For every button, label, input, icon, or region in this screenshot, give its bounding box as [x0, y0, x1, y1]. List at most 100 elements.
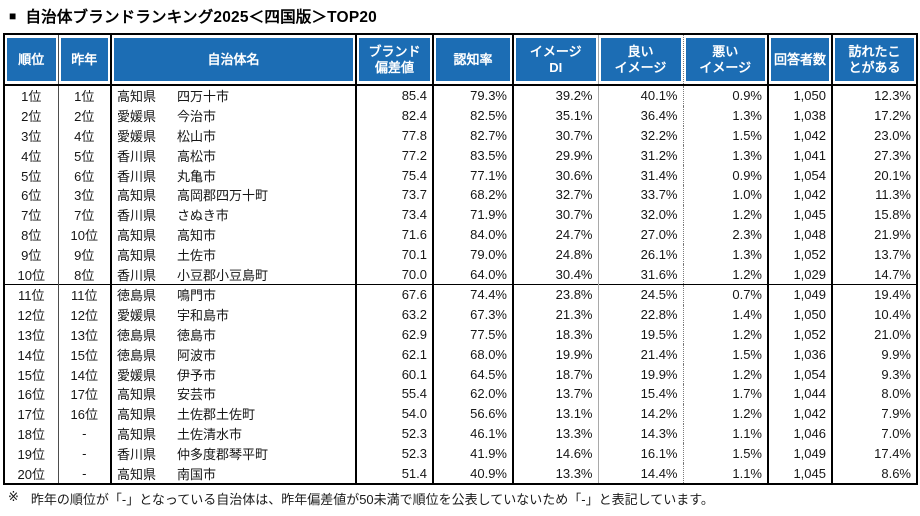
image-di-cell: 24.7% — [513, 224, 599, 245]
bad-image-cell: 1.0% — [683, 184, 769, 205]
bad-image-cell: 2.3% — [683, 224, 769, 245]
bad-image-cell: 0.9% — [683, 165, 769, 185]
municipality-cell: 高知県 南国市 — [111, 463, 357, 484]
good-image-cell: 26.1% — [598, 244, 684, 265]
rank-cell: 11位 — [4, 283, 59, 305]
table-row: 8位 10位 高知県 高知市 71.6 84.0% 24.7% 27.0% 2.3% 1,048 2… — [4, 224, 917, 245]
good-image-cell: 24.5% — [598, 283, 684, 305]
rank-cell: 8位 — [4, 224, 59, 245]
respondents-cell: 1,038 — [768, 105, 833, 126]
good-image-cell: 15.4% — [598, 383, 684, 404]
municipality-cell: 香川県 小豆郡小豆島町 — [111, 264, 357, 285]
page-title-text: 自治体ブランドランキング2025＜四国版＞TOP20 — [25, 9, 377, 26]
respondents-cell: 1,041 — [768, 145, 833, 166]
municipality-cell: 愛媛県 宇和島市 — [111, 304, 357, 325]
recognition-cell: 77.5% — [433, 324, 514, 345]
image-di-cell: 23.8% — [513, 283, 599, 305]
respondents-cell: 1,042 — [768, 125, 833, 146]
table-row: 5位 6位 香川県 丸亀市 75.4 77.1% 30.6% 31.4% 0.9% 1,054 20… — [4, 165, 917, 185]
lastyear-cell: 4位 — [58, 125, 112, 146]
city-label: さぬき市 — [177, 208, 229, 224]
city-label: 高知市 — [177, 227, 217, 243]
image-di-cell: 39.2% — [513, 85, 599, 106]
rank-cell: 16位 — [4, 383, 59, 404]
municipality-cell: 高知県 高知市 — [111, 224, 357, 245]
table-row: 6位 3位 高知県 高岡郡四万十町 73.7 68.2% 32.7% 33.7% 1.0% 1,0… — [4, 184, 917, 205]
table-row: 10位 8位 香川県 小豆郡小豆島町 70.0 64.0% 30.4% 31.6% 1.2% 1,… — [4, 264, 917, 285]
lastyear-cell: 9位 — [58, 244, 112, 265]
good-image-cell: 36.4% — [598, 105, 684, 126]
lastyear-cell: 14位 — [58, 364, 112, 384]
page-title: ■ 自治体ブランドランキング2025＜四国版＞TOP20 — [9, 5, 377, 27]
rank-cell: 9位 — [4, 244, 59, 265]
brand-score-cell: 70.0 — [356, 264, 434, 285]
recognition-cell: 68.0% — [433, 344, 514, 365]
respondents-cell: 1,049 — [768, 283, 833, 305]
brand-score-cell: 52.3 — [356, 423, 434, 444]
col-header-bad-image: 悪い イメージ — [683, 34, 769, 86]
visited-cell: 15.8% — [874, 207, 911, 223]
image-di-cell: 13.3% — [513, 423, 599, 444]
visited-cell: 10.4% — [874, 307, 911, 323]
city-label: 土佐市 — [177, 247, 217, 263]
good-image-cell: 31.4% — [598, 165, 684, 185]
prefecture-label: 香川県 — [117, 446, 157, 462]
table-row: 4位 5位 香川県 高松市 77.2 83.5% 29.9% 31.2% 1.3% 1,041 27… — [4, 145, 917, 166]
brand-score-cell: 55.4 — [356, 383, 434, 404]
good-image-cell: 31.2% — [598, 145, 684, 166]
table-row: 12位 12位 愛媛県 宇和島市 63.2 67.3% 21.3% 22.8% 1.4% 1,05… — [4, 304, 917, 325]
recognition-cell: 56.6% — [433, 403, 514, 424]
visited-cell: 20.1% — [874, 167, 911, 183]
bad-image-cell: 1.5% — [683, 344, 769, 365]
recognition-cell: 41.9% — [433, 443, 514, 464]
brand-score-cell: 67.6 — [356, 283, 434, 305]
good-image-cell: 21.4% — [598, 344, 684, 365]
table-row: 14位 15位 徳島県 阿波市 62.1 68.0% 19.9% 21.4% 1.5% 1,036… — [4, 344, 917, 365]
municipality-cell: 高知県 安芸市 — [111, 383, 357, 404]
lastyear-cell: 2位 — [58, 105, 112, 126]
bad-image-cell: 1.7% — [683, 383, 769, 404]
rank-cell: 3位 — [4, 125, 59, 146]
footnote: ※ 昨年の順位が「-」となっている自治体は、昨年偏差値が50未満で順位を公表して… — [8, 489, 714, 508]
respondents-cell: 1,045 — [768, 463, 833, 484]
recognition-cell: 77.1% — [433, 165, 514, 185]
table-row: 16位 17位 高知県 安芸市 55.4 62.0% 13.7% 15.4% 1.7% 1,044… — [4, 383, 917, 404]
image-di-cell: 13.1% — [513, 403, 599, 424]
recognition-cell: 82.7% — [433, 125, 514, 146]
image-di-cell: 21.3% — [513, 304, 599, 325]
respondents-cell: 1,045 — [768, 204, 833, 225]
rank-cell: 17位 — [4, 403, 59, 424]
lastyear-cell: 7位 — [58, 204, 112, 225]
prefecture-label: 高知県 — [117, 387, 157, 403]
respondents-cell: 1,049 — [768, 443, 833, 464]
rank-cell: 10位 — [4, 264, 59, 285]
lastyear-cell: 13位 — [58, 324, 112, 345]
prefecture-label: 香川県 — [117, 208, 157, 224]
table-row: 7位 7位 香川県 さぬき市 73.4 71.9% 30.7% 32.0% 1.2% 1,045 1… — [4, 204, 917, 225]
ranking-table: 順位 昨年 自治体名 ブランド 偏差値 認知率 イメージ DI 良い イメージ … — [3, 33, 918, 485]
recognition-cell: 79.0% — [433, 244, 514, 265]
city-label: 南国市 — [177, 466, 217, 482]
rank-cell: 5位 — [4, 165, 59, 185]
table-row: 13位 13位 徳島県 徳島市 62.9 77.5% 18.3% 19.5% 1.2% 1,052… — [4, 324, 917, 345]
prefecture-label: 高知県 — [117, 89, 157, 105]
bad-image-cell: 1.1% — [683, 423, 769, 444]
good-image-cell: 33.7% — [598, 184, 684, 205]
recognition-cell: 67.3% — [433, 304, 514, 325]
respondents-cell: 1,046 — [768, 423, 833, 444]
prefecture-label: 高知県 — [117, 227, 157, 243]
brand-score-cell: 70.1 — [356, 244, 434, 265]
bad-image-cell: 1.2% — [683, 364, 769, 384]
visited-cell: 8.6% — [881, 465, 911, 481]
bad-image-cell: 1.3% — [683, 244, 769, 265]
city-label: 松山市 — [177, 128, 217, 144]
prefecture-label: 高知県 — [117, 247, 157, 263]
image-di-cell: 13.3% — [513, 463, 599, 484]
lastyear-cell: 12位 — [58, 304, 112, 325]
lastyear-cell: 16位 — [58, 403, 112, 424]
image-di-cell: 13.7% — [513, 383, 599, 404]
col-header-rank: 順位 — [4, 34, 59, 86]
municipality-cell: 香川県 さぬき市 — [111, 204, 357, 225]
bad-image-cell: 1.1% — [683, 463, 769, 484]
prefecture-label: 徳島県 — [117, 288, 157, 304]
